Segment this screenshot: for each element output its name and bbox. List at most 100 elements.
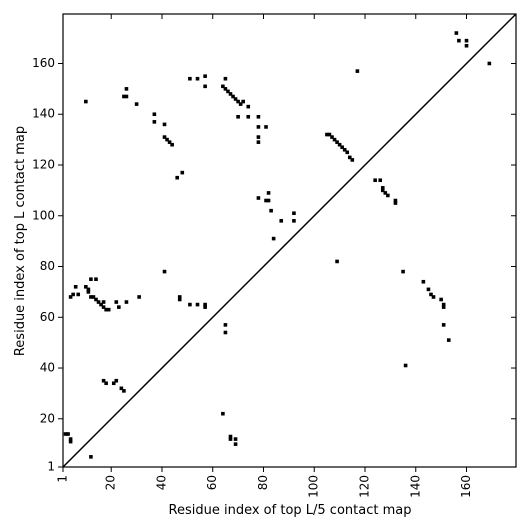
contact-point [104,307,108,312]
contact-point [68,439,73,444]
contact-point [373,178,377,183]
contact-point [162,122,167,127]
y-tick-label: 1 [47,460,55,474]
y-tick-label: 40 [40,361,55,375]
contact-point [73,285,78,289]
contact-point [246,114,251,119]
contact-point [266,198,271,203]
contact-point [233,442,238,446]
x-tick-label: 1 [56,475,70,483]
contact-point [269,208,273,213]
contact-point [457,38,461,43]
contact-point [122,94,126,99]
contact-point [162,269,167,274]
y-tick-label: 60 [40,310,55,324]
contact-point [221,84,225,89]
contact-point [233,97,238,101]
contact-point [162,135,167,139]
contact-point [71,292,75,297]
contact-point [350,158,355,162]
contact-point [383,191,388,195]
contact-point [188,302,192,307]
contact-point [165,137,169,142]
contact-point [337,142,342,147]
contact-point [84,285,88,289]
contact-point [256,114,261,119]
x-tick-label: 120 [358,475,372,498]
contact-point [446,338,451,342]
contact-point [327,132,332,137]
contact-point [264,198,268,203]
contact-point [292,219,296,223]
y-tick-label: 20 [40,411,55,425]
contact-point [236,99,240,104]
contact-point [96,300,101,304]
x-tick-label: 160 [459,475,473,498]
x-tick-label: 140 [408,475,422,498]
contact-point [256,135,261,139]
contact-point [335,140,339,144]
contact-point [124,94,129,99]
contact-point [134,102,139,106]
contact-point [94,277,98,282]
contact-point [114,378,119,383]
contact-point [347,155,352,160]
contact-point [256,125,261,129]
contact-point [180,170,185,175]
contact-point [238,102,243,106]
contact-point [63,432,68,436]
contact-point [89,277,93,282]
contact-point [89,295,93,299]
contact-point [355,69,360,73]
contact-point [292,211,296,216]
contact-point [380,186,385,190]
contact-point [380,188,385,193]
x-axis-title: Residue index of top L/5 contact map [169,503,412,518]
contact-point [335,259,339,264]
contact-point [332,137,337,142]
x-tick-label: 100 [307,475,321,498]
y-tick-label: 140 [32,107,55,121]
contact-point [170,142,174,147]
contact-point [401,269,405,274]
contact-point [104,381,108,386]
contact-point [101,305,106,309]
contact-point [124,300,129,304]
contact-point [167,140,172,144]
contact-point [439,297,443,302]
contact-point [226,89,230,94]
contact-point [94,297,98,302]
contact-point [256,140,261,144]
contact-point [119,386,124,391]
contact-point [177,295,182,299]
contact-point [228,437,233,441]
contact-point [271,236,276,241]
contact-point [241,99,245,104]
contact-point [117,305,121,309]
contact-point [340,145,344,150]
contact-point [441,302,446,307]
x-tick-label: 80 [256,475,270,490]
contact-point [68,295,73,299]
contact-point [195,302,200,307]
contact-point [152,112,157,117]
contact-point [454,31,459,35]
contact-point [86,287,91,292]
contact-point [66,432,70,436]
contact-point [236,114,240,119]
y-tick-label: 160 [32,56,55,70]
x-tick-label: 20 [104,475,118,490]
contact-point [84,99,88,104]
y-tick-label: 120 [32,158,55,172]
contact-point [177,297,182,302]
contact-point [223,87,228,91]
contact-point [441,323,446,327]
contact-point [378,178,383,183]
contact-point [228,434,233,439]
contact-point [89,455,93,459]
contact-point [246,104,251,109]
contact-point [228,92,233,96]
contact-point [487,61,492,66]
contact-point [221,411,225,416]
plot-frame [62,13,517,468]
